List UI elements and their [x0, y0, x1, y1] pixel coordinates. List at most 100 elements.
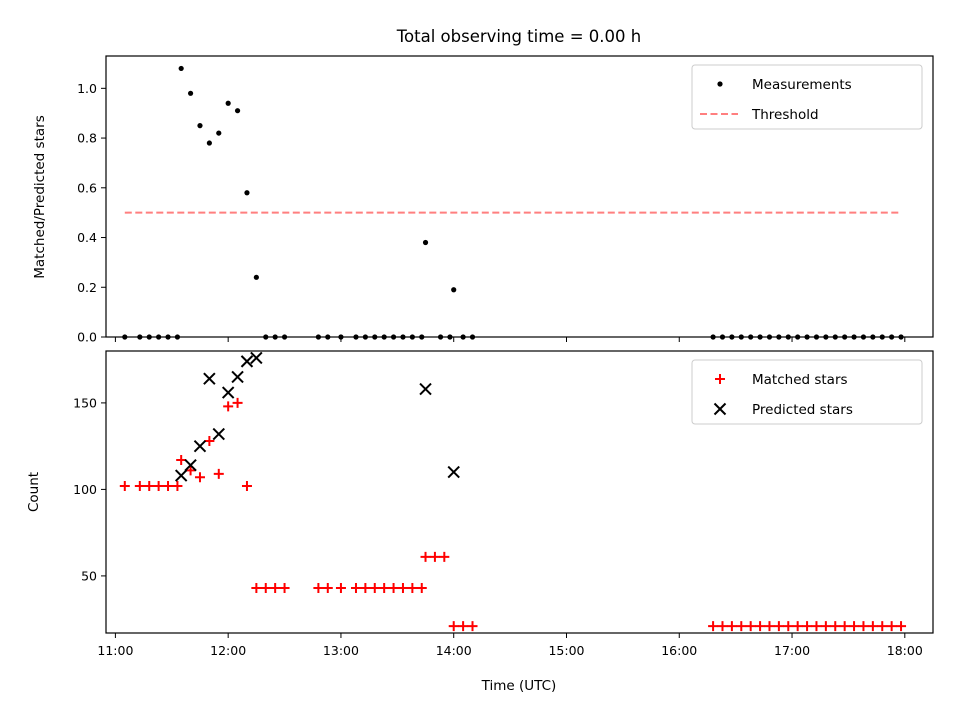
x-tick-label: 14:00 [436, 643, 472, 658]
predicted-stars-marker [419, 382, 432, 396]
top-y-tick-label: 0.6 [77, 180, 97, 195]
matched-stars-marker [726, 621, 737, 632]
x-tick-label: 13:00 [323, 643, 359, 658]
matched-stars-marker [830, 621, 841, 632]
matched-stars-marker [717, 621, 728, 632]
panel-top-plot: 0.0 0.2 0.4 0.6 0.8 1.0 Measurements Threshold [77, 55, 934, 345]
x-tick-label: 12:00 [210, 643, 246, 658]
measurement-point [234, 108, 241, 114]
predicted-stars-marker [447, 465, 460, 479]
top-legend-label: Threshold [751, 107, 819, 123]
x-tick-label: 15:00 [548, 643, 584, 658]
matched-stars-marker [820, 621, 831, 632]
x-axis-title: Time (UTC) [481, 678, 557, 694]
bottom-axes-frame [105, 350, 934, 634]
matched-stars-marker [194, 472, 205, 483]
matched-stars-marker [134, 480, 145, 491]
measurement-point [216, 130, 222, 136]
matched-stars-marker [270, 583, 281, 594]
bottom-legend-box [691, 359, 923, 425]
measurement-point [422, 239, 429, 246]
measurement-point [178, 65, 184, 72]
matched-stars-marker [429, 551, 440, 562]
predicted-stars-marker [193, 439, 207, 453]
matched-stars-marker [439, 551, 450, 562]
measurement-point [206, 140, 212, 146]
matched-stars-marker [379, 583, 390, 594]
matched-stars-marker [792, 621, 803, 632]
matched-stars-marker [397, 583, 408, 594]
matched-stars-marker [802, 621, 813, 632]
predicted-stars-marker [174, 469, 188, 482]
matched-stars-marker [185, 465, 196, 476]
top-y-tick-label: 1.0 [77, 81, 97, 96]
legend-matched-swatch [715, 374, 725, 384]
matched-stars-marker [232, 397, 243, 408]
matched-stars-marker [204, 435, 215, 446]
bottom-y-tick-label: 100 [73, 482, 97, 497]
matched-stars-marker [839, 621, 850, 632]
bottom-y-tick-label: 150 [73, 395, 97, 410]
matched-stars-marker [163, 480, 174, 491]
top-y-axis-title: Matched/Predicted stars [32, 115, 48, 278]
matched-stars-marker [350, 583, 361, 594]
measurement-point [253, 274, 259, 280]
x-tick-label: 16:00 [661, 643, 697, 658]
measurement-point [225, 100, 231, 106]
predicted-stars-marker [203, 372, 216, 385]
bottom-legend: Matched stars Predicted stars [691, 359, 923, 425]
matched-stars-marker [448, 621, 459, 632]
predicted-stars-marker [184, 458, 197, 472]
matched-stars-marker [388, 583, 399, 594]
matched-stars-marker [811, 621, 822, 632]
top-y-tick-label: 0.8 [77, 131, 97, 146]
legend-measurements-swatch [717, 81, 723, 87]
matched-stars-marker [260, 583, 271, 594]
measurement-point [197, 123, 203, 129]
x-tick-label: 11:00 [97, 643, 133, 658]
matched-stars-marker [335, 583, 346, 594]
matched-stars-marker [886, 621, 897, 632]
x-tick-label: 17:00 [774, 643, 810, 658]
matched-stars-marker [223, 401, 234, 412]
matched-stars-marker [458, 621, 469, 632]
matched-stars-marker [213, 468, 224, 479]
predicted-stars-marker [231, 370, 244, 384]
bottom-y-tick-label: 50 [81, 568, 97, 583]
matched-stars-marker [467, 621, 478, 632]
matched-stars-marker [764, 621, 775, 632]
matched-stars-marker [708, 621, 719, 632]
matched-stars-marker [849, 621, 860, 632]
matched-stars-marker [369, 583, 380, 594]
matched-stars-marker [144, 480, 155, 491]
matched-stars-marker [176, 454, 187, 465]
chart-title: Total observing time = 0.00 h [396, 27, 641, 46]
matched-stars-marker [407, 583, 418, 594]
matched-stars-marker [783, 621, 794, 632]
matched-stars-marker [877, 621, 888, 632]
matched-stars-marker [867, 621, 878, 632]
matched-stars-marker [241, 480, 252, 491]
top-legend-label: Measurements [752, 77, 852, 93]
matched-stars-marker [420, 551, 431, 562]
matched-stars-marker [322, 583, 333, 594]
measurement-point [451, 287, 457, 293]
matched-stars-marker [251, 583, 262, 594]
x-tick-label: 18:00 [887, 643, 923, 658]
matched-stars-marker [313, 583, 324, 594]
measurement-point [187, 90, 194, 96]
matched-stars-marker [119, 480, 130, 491]
measurement-point [244, 190, 250, 196]
matched-stars-marker [773, 621, 784, 632]
predicted-stars-marker [212, 427, 225, 441]
predicted-stars-marker [221, 386, 235, 399]
bottom-legend-label: Predicted stars [752, 402, 853, 418]
legend-predicted-swatch [713, 402, 727, 416]
bottom-legend-label: Matched stars [752, 372, 848, 388]
matched-stars-marker [360, 583, 371, 594]
bottom-y-axis-title: Count [26, 472, 42, 512]
top-y-tick-label: 0.4 [77, 230, 97, 245]
matched-stars-marker [745, 621, 756, 632]
matched-stars-marker [153, 480, 164, 491]
